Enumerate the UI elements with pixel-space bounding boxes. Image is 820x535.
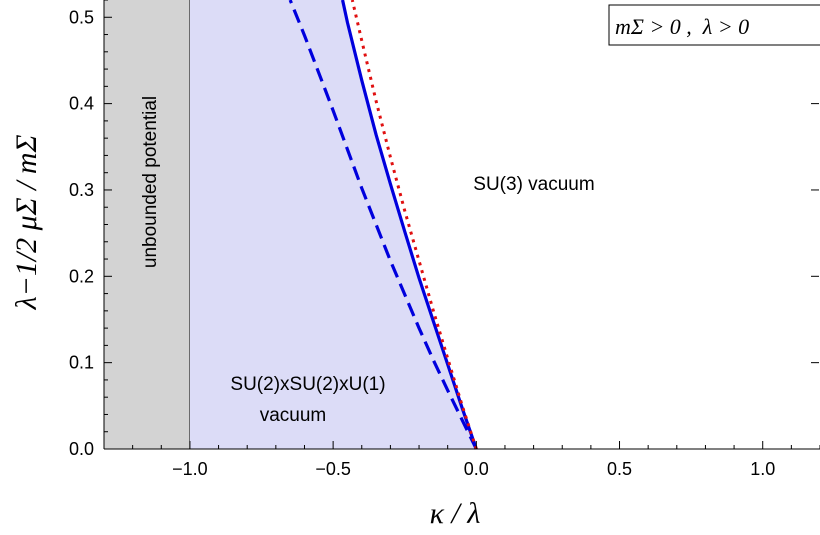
y-tick-label: 0.1 [69,353,94,373]
x-tick-label: −1.0 [172,459,208,479]
series-dashed-line [288,0,478,450]
x-tick-label: −0.5 [315,459,351,479]
y-axis-title: λ−1/2 μΣ / mΣ [10,134,43,310]
region-label-unbounded: unbounded potential [140,96,161,268]
y-tick-label: 0.4 [69,94,94,114]
region-unbounded [104,0,190,449]
y-tick-label: 0.0 [69,439,94,459]
legend-box [608,4,820,46]
region-label-su3: SU(3) vacuum [473,174,594,195]
x-tick-label: 1.0 [750,459,775,479]
y-tick-label: 0.2 [69,266,94,286]
region-label-su2-line1: SU(2)xSU(2)xU(1) [230,374,385,395]
legend-text: mΣ > 0 , λ > 0 [615,14,749,39]
y-tick-label: 0.5 [69,7,94,27]
series-layer [288,0,478,450]
x-tick-label: 0.0 [464,459,489,479]
x-axis-title: κ / λ [430,497,481,530]
region-su2 [189,0,477,449]
series-dotted-line [350,0,478,450]
y-tick-label: 0.3 [69,180,94,200]
regions-layer [104,0,477,449]
region-label-su2-line2: vacuum [260,405,327,426]
x-tick-label: 0.5 [607,459,632,479]
axes-layer: −1.0 −0.5 0.0 0.5 1.0 0.0 0.1 0.2 0.3 0.4 0.5 [69,0,820,479]
